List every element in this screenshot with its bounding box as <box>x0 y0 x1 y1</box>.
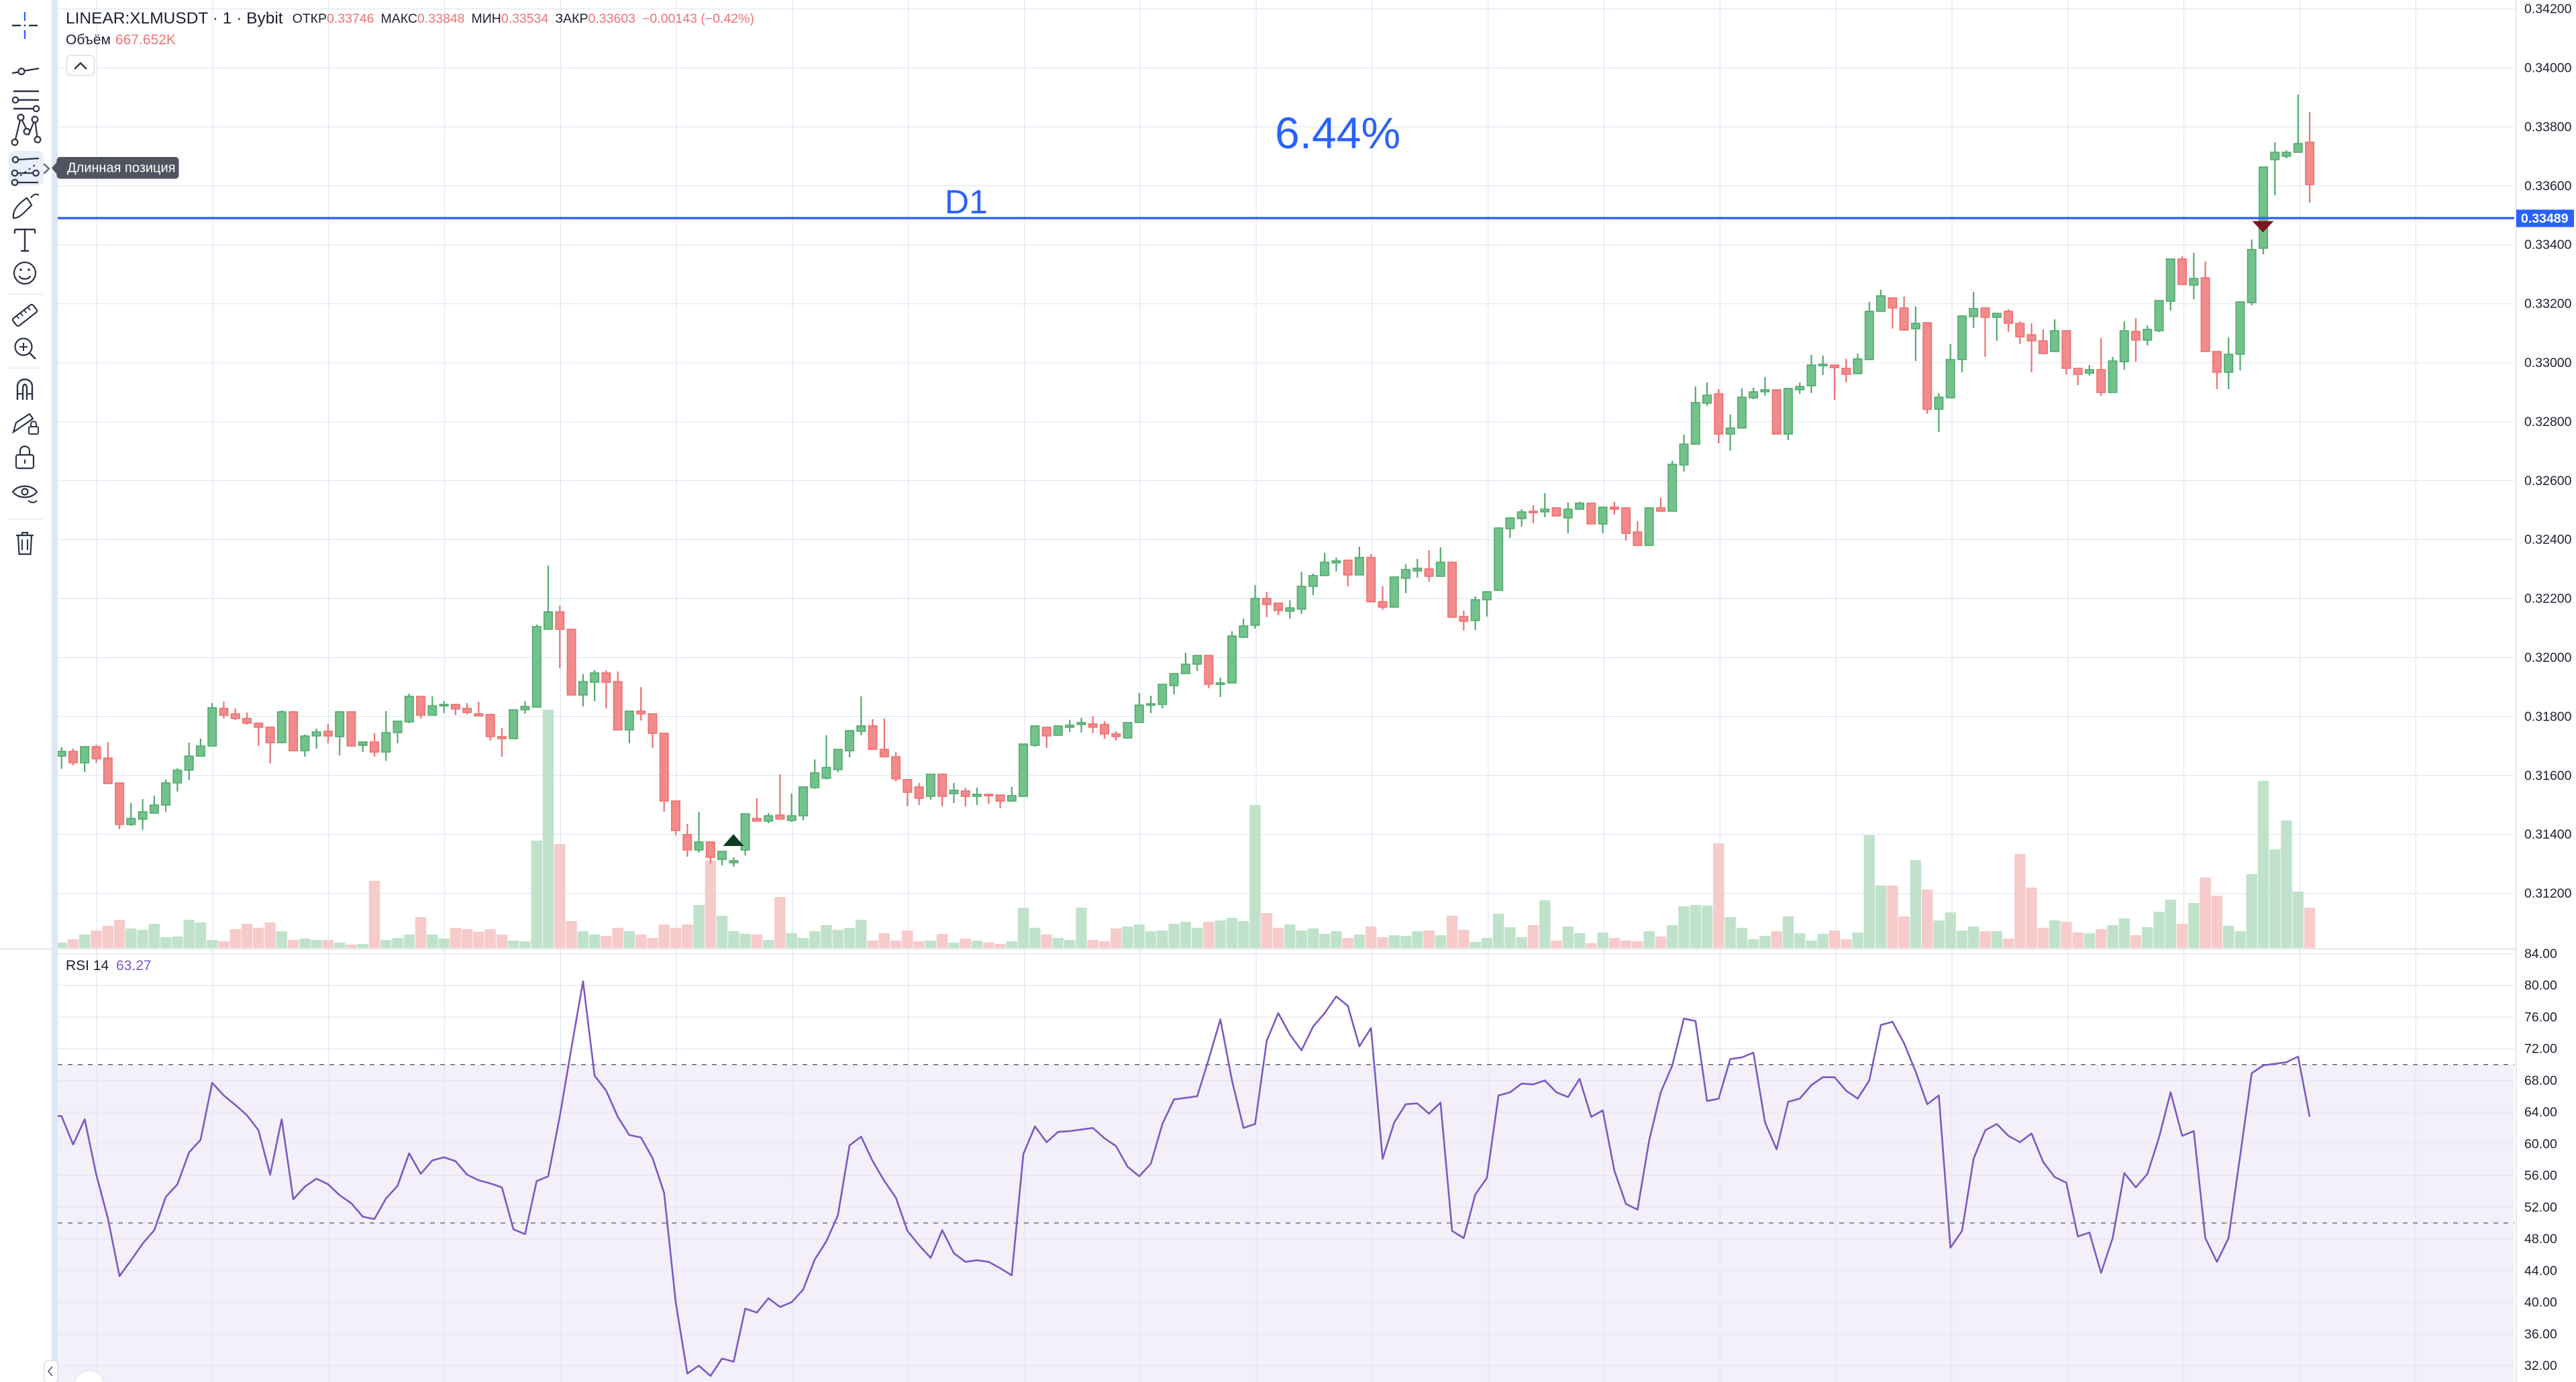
svg-text:84.00: 84.00 <box>2524 947 2557 961</box>
svg-text:60.00: 60.00 <box>2524 1136 2557 1151</box>
svg-text:0.34200: 0.34200 <box>2524 2 2572 17</box>
svg-text:40.00: 40.00 <box>2524 1295 2557 1310</box>
svg-text:48.00: 48.00 <box>2524 1232 2557 1246</box>
svg-text:0.31800: 0.31800 <box>2524 709 2572 724</box>
svg-text:68.00: 68.00 <box>2524 1073 2557 1088</box>
svg-text:0.33489: 0.33489 <box>2521 211 2569 226</box>
svg-text:56.00: 56.00 <box>2524 1169 2557 1183</box>
svg-text:0.34000: 0.34000 <box>2524 61 2572 76</box>
svg-text:0.31400: 0.31400 <box>2524 827 2572 842</box>
svg-text:0.33000: 0.33000 <box>2524 356 2572 370</box>
svg-text:64.00: 64.00 <box>2524 1105 2557 1120</box>
svg-text:0.33600: 0.33600 <box>2524 178 2572 193</box>
svg-text:52.00: 52.00 <box>2524 1200 2557 1215</box>
svg-text:63.27: 63.27 <box>116 958 152 973</box>
svg-text:72.00: 72.00 <box>2524 1042 2557 1057</box>
svg-text:Объём: Объём <box>66 32 111 48</box>
svg-text:0.33400: 0.33400 <box>2524 237 2572 252</box>
svg-text:0.32800: 0.32800 <box>2524 415 2572 429</box>
svg-text:0.31600: 0.31600 <box>2524 768 2572 783</box>
svg-text:0.32200: 0.32200 <box>2524 592 2572 606</box>
svg-text:RSI 14: RSI 14 <box>66 958 109 973</box>
svg-text:667.652K: 667.652K <box>115 32 176 48</box>
svg-text:0.33800: 0.33800 <box>2524 119 2572 134</box>
svg-text:36.00: 36.00 <box>2524 1327 2557 1342</box>
svg-text:76.00: 76.00 <box>2524 1010 2557 1025</box>
svg-text:D1: D1 <box>945 183 988 221</box>
svg-text:0.33200: 0.33200 <box>2524 297 2572 311</box>
svg-text:0.32000: 0.32000 <box>2524 651 2572 666</box>
svg-text:6.44%: 6.44% <box>1275 108 1400 158</box>
svg-text:44.00: 44.00 <box>2524 1263 2557 1278</box>
svg-text:32.00: 32.00 <box>2524 1359 2557 1373</box>
svg-text:0.31200: 0.31200 <box>2524 886 2572 901</box>
svg-text:Длинная позиция: Длинная позиция <box>67 161 176 176</box>
svg-text:80.00: 80.00 <box>2524 978 2557 993</box>
svg-text:0.32600: 0.32600 <box>2524 474 2572 488</box>
svg-text:0.32400: 0.32400 <box>2524 533 2572 547</box>
